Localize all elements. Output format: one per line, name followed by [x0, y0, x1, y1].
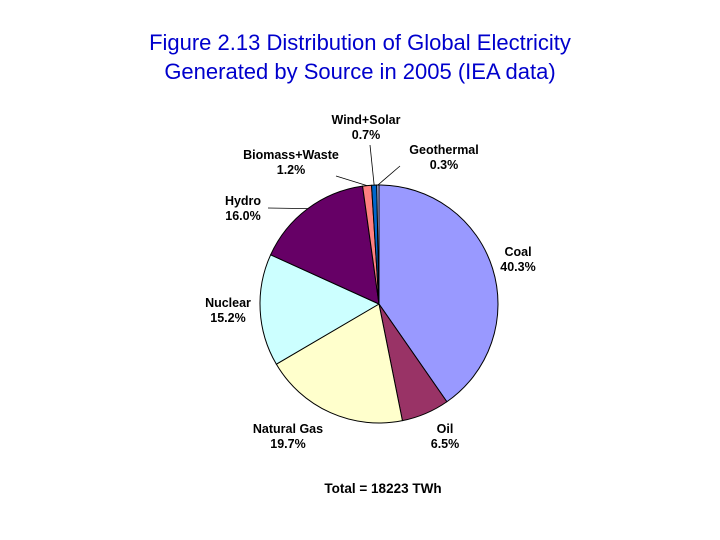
- total-label: Total = 18223 TWh: [324, 481, 441, 496]
- leader-line-wind-solar: [369, 144, 375, 186]
- slice-label-value: 6.5%: [431, 437, 460, 451]
- chart-title-line-2: Generated by Source in 2005 (IEA data): [164, 59, 556, 84]
- slice-label-hydro: Hydro 16.0%: [225, 194, 261, 223]
- chart-title-line-1: Figure 2.13 Distribution of Global Elect…: [149, 30, 571, 55]
- slice-label-name: Biomass+Waste: [243, 148, 339, 162]
- slice-label-name: Hydro: [225, 194, 261, 208]
- slice-label-value: 0.3%: [430, 158, 459, 172]
- pie-slice-hydro: [270, 185, 380, 305]
- slice-label-geothermal: Geothermal 0.3%: [409, 143, 478, 172]
- slice-label-value: 15.2%: [210, 311, 245, 325]
- slice-label-biomass-waste: Biomass+Waste 1.2%: [243, 148, 339, 177]
- slice-label-oil: Oil 6.5%: [431, 422, 460, 451]
- slice-label-name: Wind+Solar: [332, 113, 401, 127]
- leader-line-geothermal: [377, 165, 401, 186]
- slice-label-name: Geothermal: [409, 143, 478, 157]
- slice-label-value: 0.7%: [352, 128, 381, 142]
- slice-label-natural-gas: Natural Gas 19.7%: [253, 422, 323, 451]
- slice-label-name: Oil: [437, 422, 454, 436]
- slice-label-value: 40.3%: [500, 260, 535, 274]
- slice-label-nuclear: Nuclear 15.2%: [205, 296, 251, 325]
- slice-label-coal: Coal 40.3%: [500, 245, 535, 274]
- leader-line-hydro: [267, 207, 308, 210]
- leader-line-biomass-waste: [335, 175, 368, 186]
- pie-slices: [259, 184, 499, 424]
- slice-label-wind-solar: Wind+Solar 0.7%: [332, 113, 401, 142]
- pie-slice-geothermal: [376, 184, 380, 305]
- slice-label-name: Nuclear: [205, 296, 251, 310]
- slice-label-name: Coal: [504, 245, 531, 259]
- chart-title: Figure 2.13 Distribution of Global Elect…: [0, 28, 720, 86]
- slice-labels: Coal 40.3%Oil 6.5%Natural Gas 19.7%Nuclear 1…: [205, 113, 536, 451]
- slice-label-value: 1.2%: [277, 163, 306, 177]
- pie-slice-coal: [378, 184, 499, 403]
- pie-slice-natural-gas: [275, 303, 403, 424]
- slice-label-name: Natural Gas: [253, 422, 323, 436]
- slice-label-value: 16.0%: [225, 209, 260, 223]
- slice-label-value: 19.7%: [270, 437, 305, 451]
- leader-lines: [267, 144, 401, 210]
- pie-slice-nuclear: [259, 254, 380, 365]
